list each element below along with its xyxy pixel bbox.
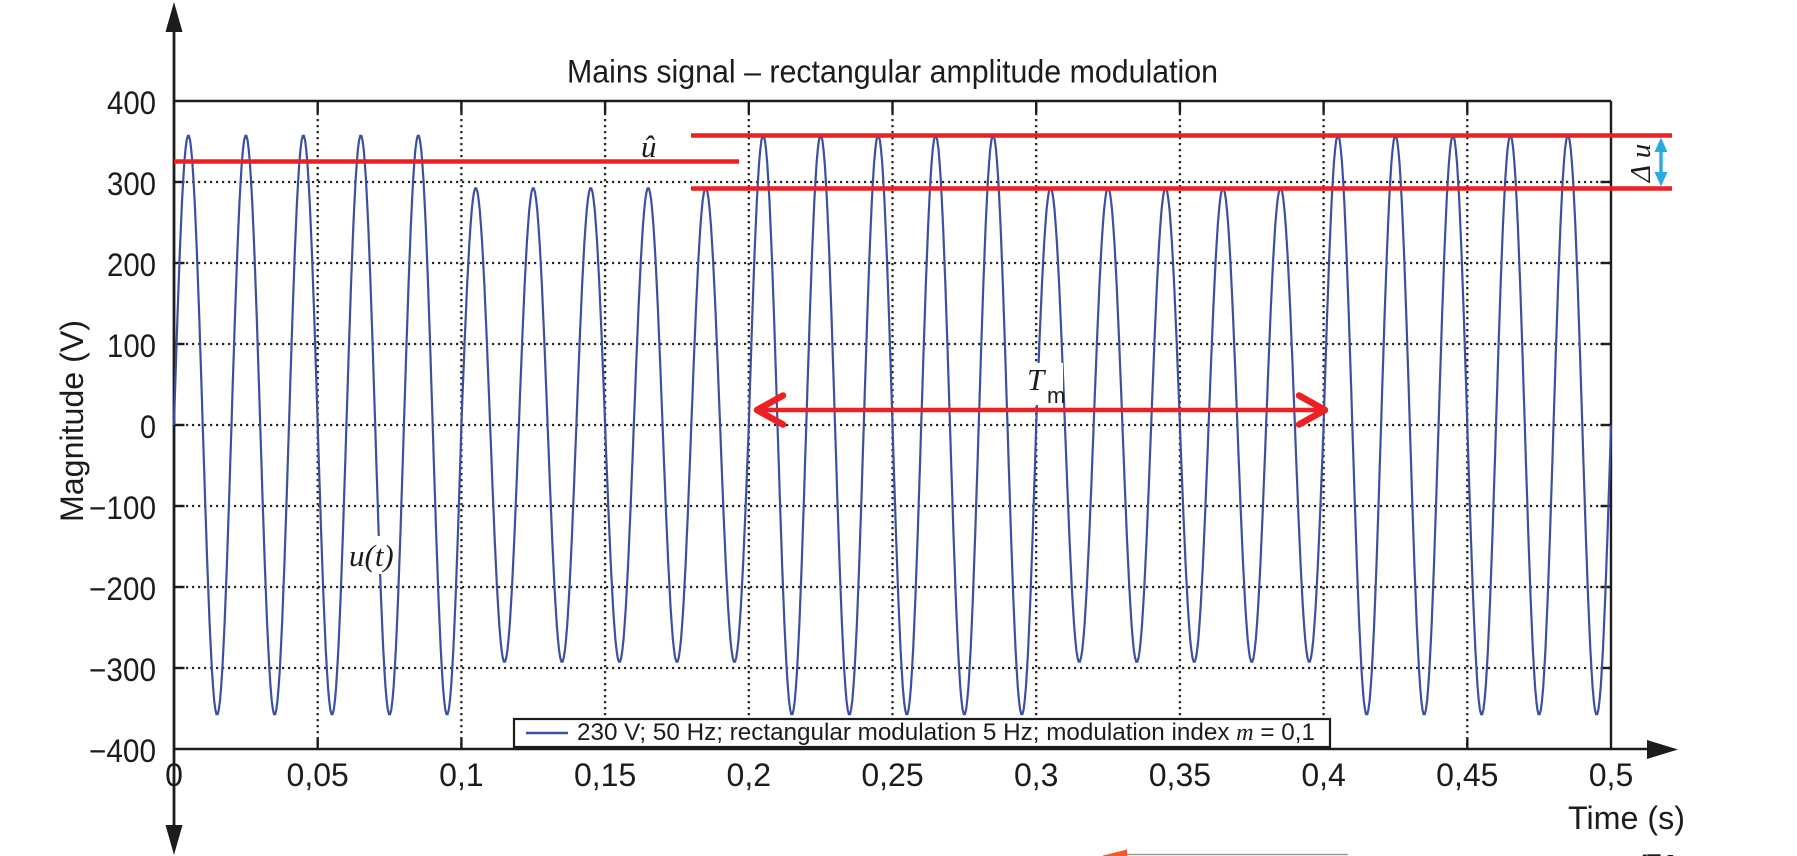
svg-text:0,05: 0,05	[287, 757, 349, 793]
svg-text:−300: −300	[89, 652, 156, 688]
svg-text:û: û	[641, 129, 657, 164]
svg-text:100: 100	[107, 328, 156, 364]
svg-text:300: 300	[107, 166, 156, 202]
svg-text:200: 200	[107, 247, 156, 283]
svg-text:−400: −400	[89, 733, 156, 769]
svg-text:0,25: 0,25	[861, 757, 923, 793]
svg-text:0,45: 0,45	[1436, 757, 1498, 793]
svg-text:Magnitude (V): Magnitude (V)	[54, 320, 90, 522]
svg-text:0,1: 0,1	[439, 757, 483, 793]
svg-text:0: 0	[165, 757, 183, 793]
svg-text:0,4: 0,4	[1301, 757, 1345, 793]
svg-text:0,35: 0,35	[1149, 757, 1211, 793]
svg-text:−100: −100	[89, 490, 156, 526]
svg-text:0: 0	[140, 409, 156, 445]
svg-text:400: 400	[107, 85, 156, 121]
svg-text:m: m	[1047, 383, 1065, 408]
svg-text:0,2: 0,2	[727, 757, 771, 793]
svg-text:Mains signal – rectangular amp: Mains signal – rectangular amplitude mod…	[567, 54, 1218, 90]
svg-text:0,15: 0,15	[574, 757, 636, 793]
svg-text:Δ u: Δ u	[1625, 144, 1657, 183]
svg-text:Time (s): Time (s)	[1568, 800, 1685, 836]
svg-text:0,5: 0,5	[1589, 757, 1633, 793]
svg-text:230 V; 50 Hz; rectangular modu: 230 V; 50 Hz; rectangular modulation 5 H…	[577, 719, 1315, 746]
svg-text:−200: −200	[89, 571, 156, 607]
svg-text:0,3: 0,3	[1014, 757, 1058, 793]
svg-text:T: T	[1027, 362, 1047, 397]
svg-text:u(t): u(t)	[349, 538, 394, 573]
